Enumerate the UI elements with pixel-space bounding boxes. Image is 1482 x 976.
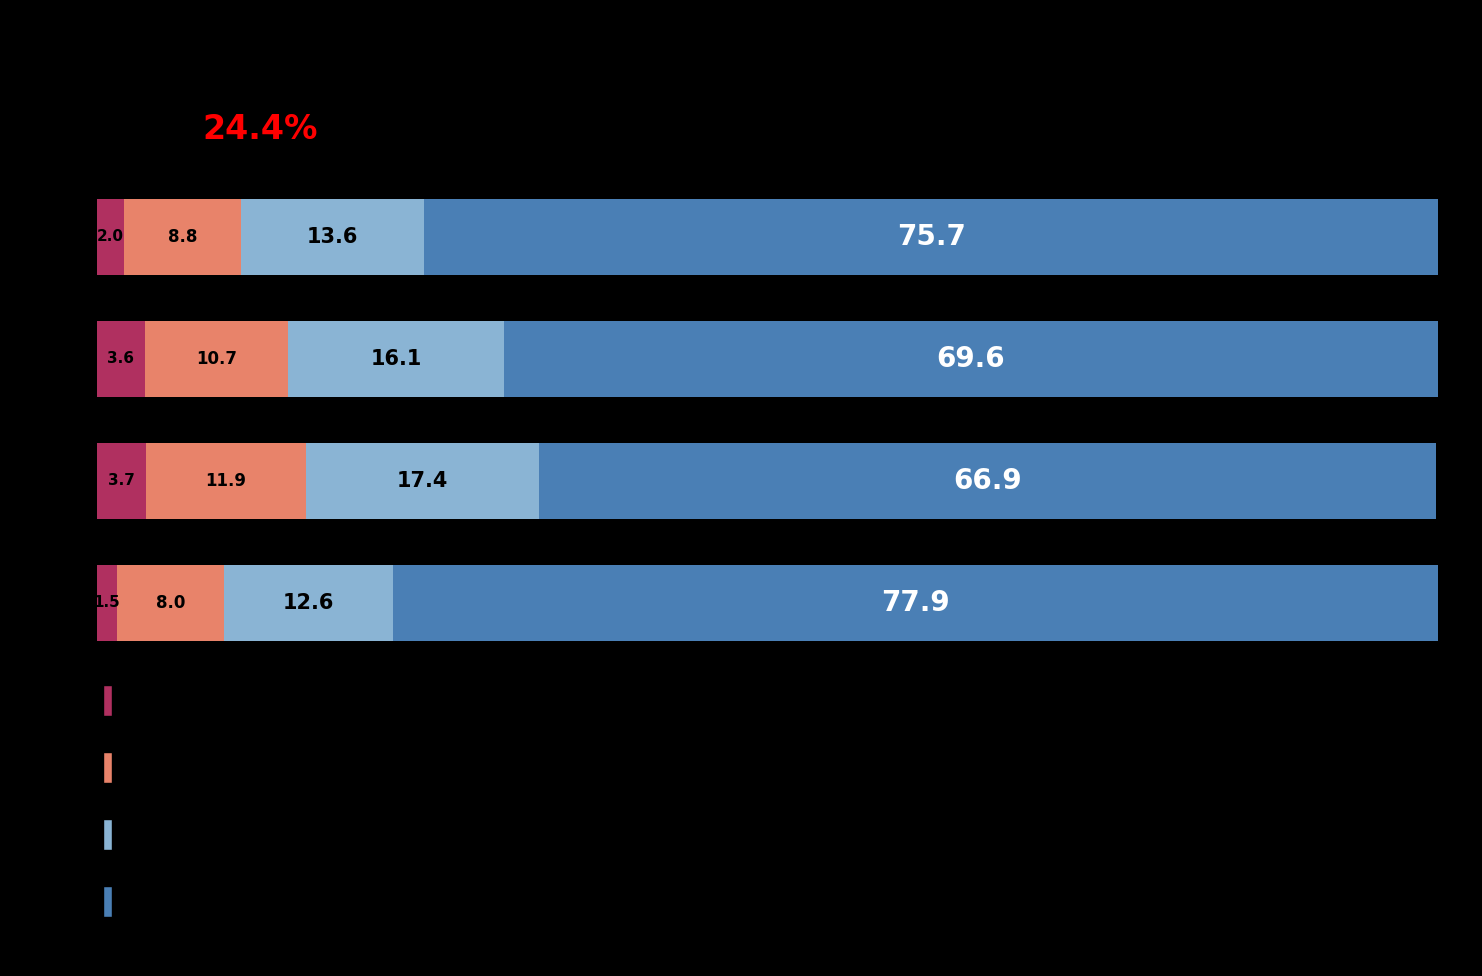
Text: 11.9: 11.9 bbox=[206, 471, 246, 490]
Text: 3.7: 3.7 bbox=[108, 473, 135, 488]
Bar bbox=[242, 199, 424, 274]
Bar bbox=[424, 199, 1439, 274]
Text: 75.7: 75.7 bbox=[897, 223, 966, 251]
Bar bbox=[96, 443, 147, 518]
Text: 8.8: 8.8 bbox=[167, 227, 197, 246]
Text: 24.4%: 24.4% bbox=[203, 113, 319, 146]
Text: 69.6: 69.6 bbox=[937, 345, 1005, 373]
Text: 2.0: 2.0 bbox=[96, 229, 123, 244]
Text: 10.7: 10.7 bbox=[196, 349, 237, 368]
Text: 12.6: 12.6 bbox=[283, 592, 335, 613]
Text: 16.1: 16.1 bbox=[370, 348, 422, 369]
Text: 66.9: 66.9 bbox=[953, 467, 1023, 495]
Bar bbox=[147, 443, 305, 518]
Bar bbox=[393, 565, 1438, 640]
Bar bbox=[289, 321, 504, 396]
Text: 1.5: 1.5 bbox=[93, 595, 120, 610]
FancyBboxPatch shape bbox=[104, 752, 111, 783]
Bar bbox=[539, 443, 1436, 518]
Bar bbox=[224, 565, 393, 640]
Bar bbox=[96, 321, 145, 396]
Bar bbox=[123, 199, 242, 274]
FancyBboxPatch shape bbox=[104, 685, 111, 715]
Text: 8.0: 8.0 bbox=[156, 593, 185, 612]
Text: 13.6: 13.6 bbox=[307, 226, 359, 247]
Bar bbox=[145, 321, 289, 396]
Text: 77.9: 77.9 bbox=[880, 589, 950, 617]
FancyBboxPatch shape bbox=[104, 886, 111, 916]
Bar bbox=[117, 565, 224, 640]
Bar bbox=[96, 199, 123, 274]
Bar bbox=[504, 321, 1438, 396]
FancyBboxPatch shape bbox=[104, 819, 111, 850]
Bar bbox=[96, 565, 117, 640]
Bar bbox=[305, 443, 539, 518]
Text: 17.4: 17.4 bbox=[397, 470, 448, 491]
Text: 3.6: 3.6 bbox=[107, 351, 135, 366]
